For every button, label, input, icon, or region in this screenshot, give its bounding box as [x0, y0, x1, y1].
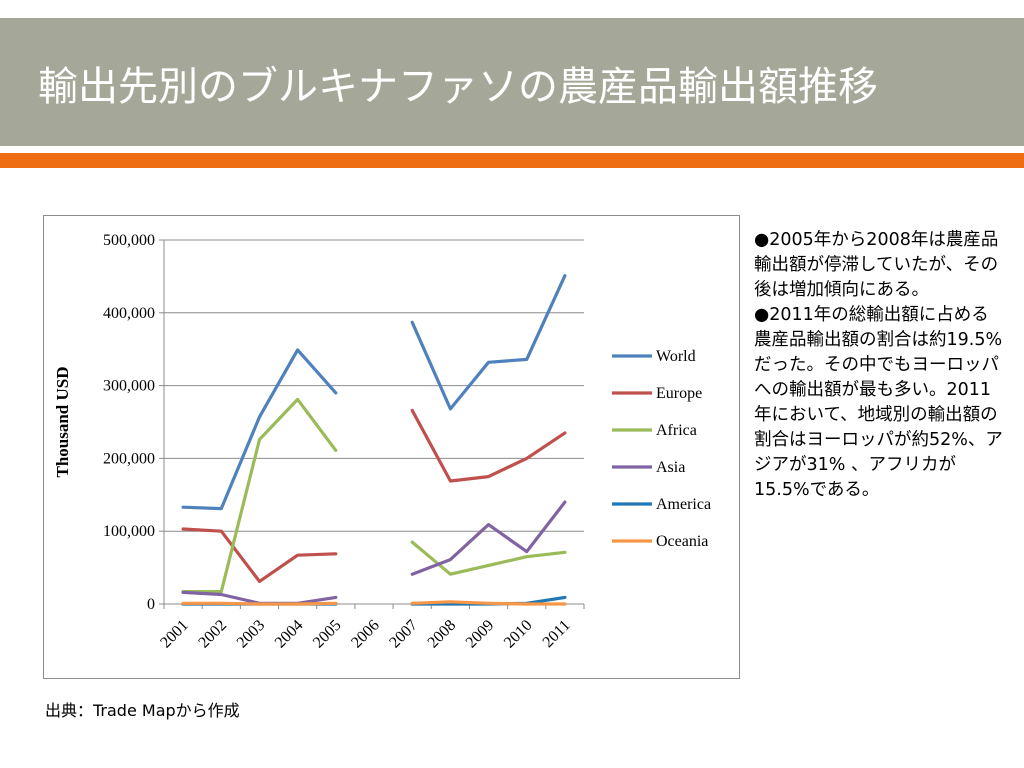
note-2: ●2011年の総輸出額に占める農産品輸出額の割合は約19.5%だった。その中でも…: [754, 305, 1003, 500]
y-tick-label: 0: [147, 596, 155, 613]
series-line-oceania: [181, 600, 567, 606]
x-tick-label: 2005: [310, 617, 345, 652]
y-axis-label: Thousand USD: [53, 366, 72, 477]
series-line-africa: [181, 397, 567, 594]
x-tick-label: 2003: [234, 617, 269, 652]
series-line-europe: [181, 408, 567, 583]
x-tick-label: 2006: [348, 617, 383, 652]
series-line-world: [181, 274, 567, 511]
source-note: 出典：Trade Mapから作成: [45, 701, 240, 720]
y-tick-label: 500,000: [103, 232, 155, 249]
notes-panel: ●2005年から2008年は農産品輸出額が停滞していたが、その後は増加傾向にある…: [754, 228, 1006, 503]
x-tick-label: 2001: [157, 617, 192, 652]
x-tick-label: 2004: [272, 617, 307, 652]
y-tick-label: 300,000: [103, 378, 155, 395]
legend-label-asia: Asia: [656, 459, 685, 476]
legend-label-africa: Africa: [656, 422, 697, 439]
x-tick-label: 2010: [501, 617, 536, 652]
y-tick-label: 100,000: [103, 523, 155, 540]
x-tick-label: 2009: [463, 617, 498, 652]
accent-line: [0, 153, 1024, 168]
note-1: ●2005年から2008年は農産品輸出額が停滞していたが、その後は増加傾向にある…: [754, 230, 999, 300]
legend-label-oceania: Oceania: [656, 533, 708, 550]
line-chart: 0 100,000 200,000 300,000 400,000 500,000 2001…: [53, 232, 711, 652]
x-tick-label: 2011: [540, 617, 574, 651]
legend-label-world: World: [656, 348, 696, 365]
slide-title: 輸出先別のブルキナファソの農産品輸出額推移: [38, 64, 878, 110]
x-tick-label: 2002: [195, 617, 230, 652]
legend-label-europe: Europe: [656, 385, 702, 402]
x-tick-label: 2008: [425, 617, 460, 652]
chart-frame: 0 100,000 200,000 300,000 400,000 500,000 2001…: [43, 215, 740, 679]
y-tick-label: 400,000: [103, 305, 155, 322]
y-tick-label: 200,000: [103, 450, 155, 467]
legend-label-america: America: [656, 496, 711, 513]
x-tick-label: 2007: [386, 617, 421, 652]
title-bar: 輸出先別のブルキナファソの農産品輸出額推移: [0, 18, 1024, 146]
